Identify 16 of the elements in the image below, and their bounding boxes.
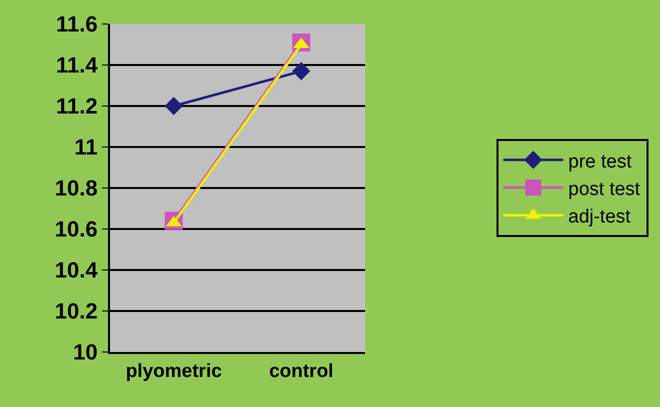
y-tick-label: 10.8 [54,176,98,201]
y-tick-label: 11.4 [56,52,98,78]
y-tick-label: 10.2 [54,298,98,324]
y-tick-label: 10 [73,340,98,365]
legend-label: pre test [568,151,632,172]
y-tick-label: 10.4 [54,258,98,283]
point [292,62,310,80]
legend-label: post test [568,178,641,200]
y-tick-label: 11 [74,134,98,160]
legend-label: adj-test [568,206,632,228]
point [164,96,183,116]
x-tick-label: plyometric [126,360,222,382]
y-tick-label: 11.6 [56,12,98,37]
y-tick-label: 10.6 [54,216,98,242]
x-tick-label: control [269,360,334,382]
y-tick-label: 11.2 [56,94,98,119]
